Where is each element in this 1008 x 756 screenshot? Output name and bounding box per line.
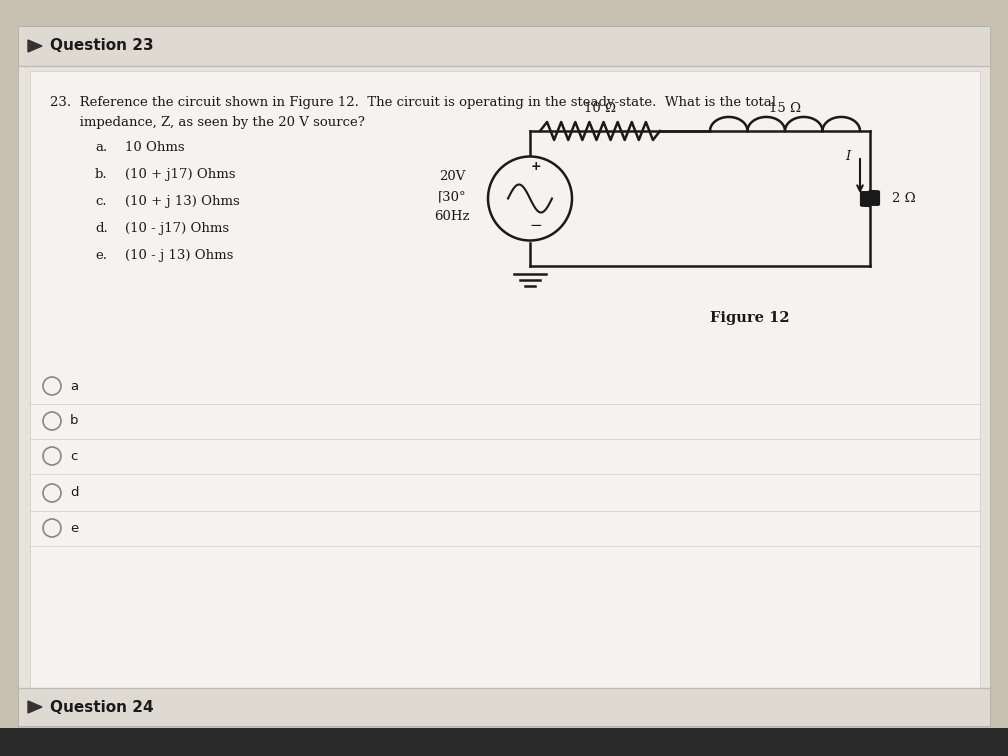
- Text: 15 Ω: 15 Ω: [769, 103, 801, 116]
- Text: a: a: [70, 380, 79, 392]
- Text: b.: b.: [95, 168, 108, 181]
- Text: 23.  Reference the circuit shown in Figure 12.  The circuit is operating in the : 23. Reference the circuit shown in Figur…: [50, 96, 776, 109]
- Text: −: −: [529, 218, 542, 233]
- Text: (10 + j17) Ohms: (10 + j17) Ohms: [125, 168, 236, 181]
- Text: e: e: [70, 522, 79, 534]
- Polygon shape: [28, 701, 42, 713]
- Text: d: d: [70, 487, 79, 500]
- Text: Figure 12: Figure 12: [711, 311, 790, 325]
- Bar: [18, 26, 990, 66]
- Text: 60Hz: 60Hz: [434, 210, 470, 223]
- Text: d.: d.: [95, 222, 108, 235]
- Text: (10 - j17) Ohms: (10 - j17) Ohms: [125, 222, 229, 235]
- Text: (10 - j 13) Ohms: (10 - j 13) Ohms: [125, 249, 234, 262]
- Text: (10 + j 13) Ohms: (10 + j 13) Ohms: [125, 195, 240, 208]
- Text: impedance, Z, as seen by the 20 V source?: impedance, Z, as seen by the 20 V source…: [50, 116, 365, 129]
- Text: I: I: [846, 150, 851, 163]
- Text: b: b: [70, 414, 79, 427]
- Text: e.: e.: [95, 249, 107, 262]
- Text: Question 24: Question 24: [50, 699, 153, 714]
- Bar: [0, 728, 1008, 756]
- Text: Question 23: Question 23: [50, 39, 153, 54]
- Text: 20V: 20V: [438, 170, 465, 183]
- Bar: [18, 688, 990, 726]
- Polygon shape: [28, 40, 42, 52]
- Text: +: +: [530, 160, 541, 173]
- Text: c.: c.: [95, 195, 107, 208]
- Text: ⌈30°: ⌈30°: [437, 190, 467, 203]
- Text: c: c: [70, 450, 78, 463]
- Text: 10 Ω: 10 Ω: [584, 103, 616, 116]
- Bar: [30, 71, 980, 706]
- Text: a.: a.: [95, 141, 107, 154]
- Text: 2 Ω: 2 Ω: [892, 192, 915, 205]
- Text: 10 Ohms: 10 Ohms: [125, 141, 184, 154]
